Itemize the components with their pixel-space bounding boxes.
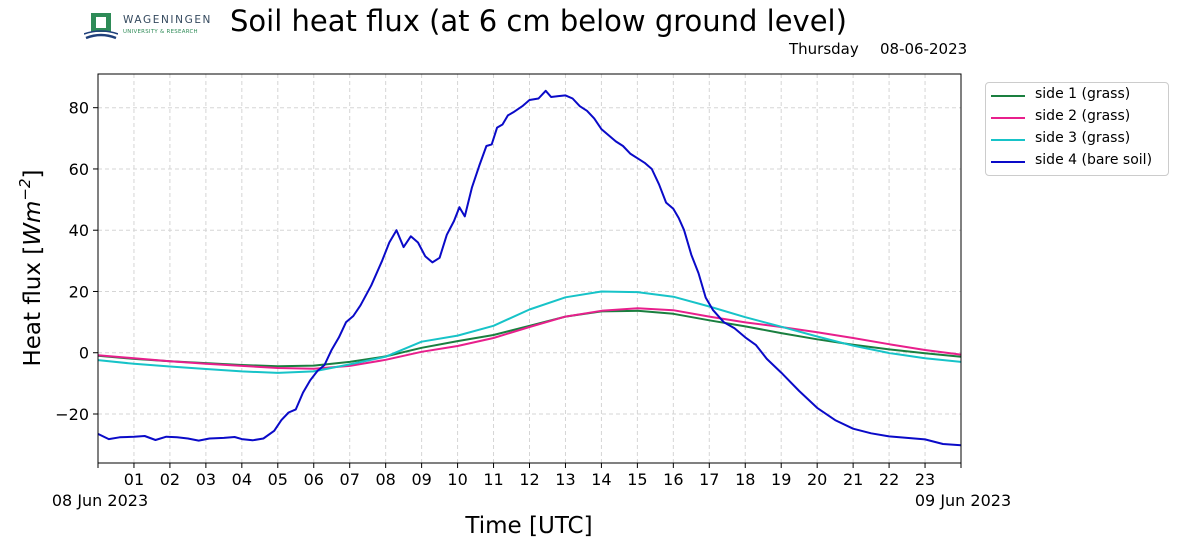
x-tick-label: 11	[483, 470, 503, 489]
x-tick-label: 04	[232, 470, 252, 489]
x-tick-label: 21	[843, 470, 863, 489]
x-tick-label: 10	[447, 470, 467, 489]
wur-logo-mark-icon	[84, 13, 118, 40]
legend-swatch-side-3	[991, 139, 1025, 141]
y-axis-label-unit: Wm	[20, 201, 46, 246]
x-tick-label: 19	[771, 470, 791, 489]
legend-item-side-1: side 1 (grass)	[991, 86, 1167, 106]
y-axis-label-text: Heat flux [	[20, 246, 46, 367]
series-line-side-3	[98, 290, 961, 374]
series-line-side-4	[98, 89, 961, 447]
legend-item-side-3: side 3 (grass)	[991, 130, 1167, 150]
x-axis: 01 02 03 04 05 06 07 08 09 10 11 12 13 14 15 16 17 18 19 20…	[52, 463, 1011, 510]
legend: side 1 (grass) side 2 (grass) side 3 (gr…	[985, 82, 1169, 176]
y-tick-label: 0	[79, 344, 89, 363]
y-tick-label: 20	[69, 282, 89, 301]
x-tick-label: 23	[915, 470, 935, 489]
x-tick-label: 09	[411, 470, 431, 489]
page-title: Soil heat flux (at 6 cm below ground lev…	[230, 4, 847, 38]
x-tick-label: 22	[879, 470, 899, 489]
series-layer	[98, 89, 961, 447]
x-tick-label: 13	[555, 470, 575, 489]
y-axis-label: Heat flux [Wm−2]	[16, 169, 46, 366]
x-tick-label: 05	[268, 470, 288, 489]
x-tick-label: 14	[591, 470, 611, 489]
x-tick-label: 15	[627, 470, 647, 489]
legend-label-side-3: side 3 (grass)	[1035, 130, 1131, 146]
y-tick-label: 80	[69, 99, 89, 118]
x-tick-label: 17	[699, 470, 719, 489]
legend-label-side-1: side 1 (grass)	[1035, 86, 1131, 102]
legend-swatch-side-2	[991, 117, 1025, 119]
x-tick-label: 03	[196, 470, 216, 489]
x-tick-label: 07	[340, 470, 360, 489]
y-tick-label: 60	[69, 160, 89, 179]
y-axis: −20 0 20 40 60 80	[55, 99, 98, 424]
x-tick-label: 12	[519, 470, 539, 489]
x-tick-label: 01	[124, 470, 144, 489]
x-tick-label: 18	[735, 470, 755, 489]
weekday-label: Thursday	[789, 40, 859, 58]
x-axis-label: Time [UTC]	[464, 513, 592, 539]
y-axis-label-exponent: −2	[16, 178, 34, 200]
legend-item-side-2: side 2 (grass)	[991, 108, 1167, 128]
legend-label-side-2: side 2 (grass)	[1035, 108, 1131, 124]
header: WAGENINGEN UNIVERSITY & RESEARCH Soil he…	[0, 0, 1200, 70]
series-line-side-2	[98, 307, 961, 370]
grid	[98, 74, 961, 463]
x-tick-label: 08	[375, 470, 395, 489]
legend-label-side-4: side 4 (bare soil)	[1035, 152, 1153, 168]
x-tick-label: 20	[807, 470, 827, 489]
date-label: 08-06-2023	[880, 40, 968, 58]
x-tick-label: 02	[160, 470, 180, 489]
wur-logo: WAGENINGEN UNIVERSITY & RESEARCH	[84, 12, 219, 42]
legend-swatch-side-4	[991, 161, 1025, 163]
x-date-label: 09 Jun 2023	[915, 491, 1011, 510]
logo-subtitle: UNIVERSITY & RESEARCH	[123, 29, 198, 35]
x-tick-label: 16	[663, 470, 683, 489]
x-tick-label: 06	[304, 470, 324, 489]
y-axis-label-close: ]	[20, 169, 46, 178]
logo-wordmark: WAGENINGEN	[123, 14, 213, 26]
legend-item-side-4: side 4 (bare soil)	[991, 152, 1167, 172]
x-date-label: 08 Jun 2023	[52, 491, 148, 510]
legend-swatch-side-1	[991, 95, 1025, 97]
y-tick-label: −20	[55, 405, 89, 424]
y-tick-label: 40	[69, 221, 89, 240]
